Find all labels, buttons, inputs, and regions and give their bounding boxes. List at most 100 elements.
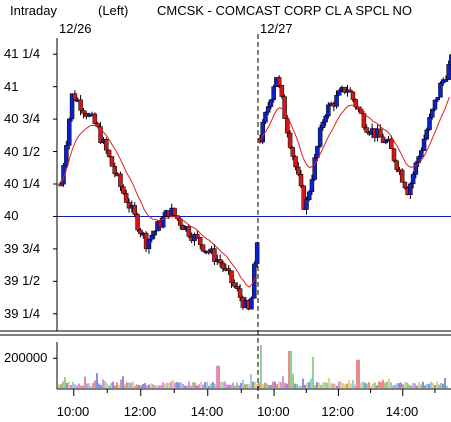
time-tick-label: 12:00	[123, 404, 157, 419]
candle-down	[380, 136, 386, 143]
price-tick-label: 39 3/4	[4, 240, 41, 256]
candle-down	[361, 113, 367, 128]
price-tick-label: 40 3/4	[4, 111, 41, 127]
candle-down	[226, 268, 231, 272]
candle-down	[301, 185, 306, 210]
candle-up	[410, 174, 416, 185]
candle-down	[298, 174, 304, 187]
candle-up	[309, 179, 315, 193]
candle-up	[337, 90, 342, 96]
candle-down	[378, 128, 383, 138]
candle-down	[287, 132, 293, 148]
candle-up	[160, 216, 166, 228]
candle-down	[217, 259, 223, 264]
candle-up	[323, 115, 328, 123]
candle-up	[69, 93, 75, 120]
candle-up	[320, 121, 326, 128]
candle-up	[443, 79, 449, 82]
candle-up	[435, 97, 440, 101]
candle-up	[254, 242, 260, 265]
candle-down	[123, 193, 129, 203]
candle-down	[195, 234, 200, 238]
price-tick-label: 41	[4, 78, 19, 94]
candle-down	[172, 207, 177, 216]
candle-down	[276, 77, 282, 86]
candle-down	[229, 270, 234, 284]
candle-down	[118, 173, 123, 187]
candle-up	[304, 199, 309, 210]
candle-up	[312, 157, 317, 180]
candle-down	[364, 127, 369, 133]
candle-down	[347, 89, 353, 93]
candle-down	[135, 214, 140, 231]
time-tick-label: 12:00	[321, 404, 354, 419]
candle-down	[399, 169, 405, 183]
candle-up	[306, 191, 312, 200]
price-tick-label: 41 1/4	[4, 46, 41, 62]
time-tick-label: 10:00	[257, 404, 290, 419]
candle-up	[419, 150, 424, 157]
volume-axis-tick-label: 200000	[4, 350, 48, 366]
candle-up	[427, 117, 432, 131]
candle-down	[388, 138, 394, 150]
candle-down	[132, 205, 137, 215]
candle-up	[416, 156, 421, 164]
moving-average-line	[58, 124, 256, 288]
candle-down	[212, 248, 217, 262]
candle-down	[200, 244, 206, 252]
candle-up	[146, 238, 152, 250]
candle-up	[315, 146, 320, 158]
candle-down	[81, 110, 86, 114]
candle-up	[438, 82, 443, 98]
candle-down	[58, 183, 63, 187]
candle-down	[285, 118, 290, 134]
candle-down	[234, 285, 240, 289]
candle-up	[260, 122, 265, 143]
price-tick-label: 40 1/2	[4, 143, 41, 159]
candle-up	[432, 99, 438, 110]
candle-up	[413, 162, 419, 175]
candle-down	[353, 99, 358, 108]
moving-average-line	[257, 96, 450, 169]
candle-up	[326, 104, 331, 117]
candle-down	[394, 160, 399, 170]
candle-up	[446, 64, 451, 80]
date-label: 12/27	[260, 21, 293, 36]
candle-up	[421, 138, 427, 151]
candle-down	[391, 148, 397, 162]
candle-down	[72, 93, 78, 101]
candle-down	[237, 288, 243, 298]
axis-side-label: (Left)	[98, 3, 129, 18]
candle-down	[220, 262, 226, 269]
price-tick-label: 40	[4, 208, 19, 224]
candle-up	[249, 297, 254, 310]
time-tick-label: 10:00	[56, 404, 90, 419]
candle-up	[271, 86, 276, 101]
candle-down	[293, 156, 298, 168]
price-tick-label: 39 1/4	[4, 305, 41, 321]
candle-down	[138, 229, 143, 234]
candle-down	[402, 181, 408, 189]
candle-down	[232, 282, 237, 287]
candle-down	[103, 139, 109, 151]
time-tick-label: 14:00	[385, 404, 419, 419]
candle-up	[263, 111, 268, 123]
candle-up	[268, 99, 274, 107]
candle-down	[98, 126, 103, 143]
mode-label: Intraday	[10, 3, 57, 18]
candle-up	[424, 129, 430, 140]
price-tick-label: 39 1/2	[4, 273, 41, 289]
candle-down	[92, 113, 98, 124]
candle-down	[78, 99, 83, 111]
candle-down	[109, 156, 115, 167]
candle-up	[64, 145, 69, 166]
candle-up	[252, 263, 257, 299]
candle-down	[290, 147, 296, 157]
candle-down	[106, 149, 112, 157]
candle-down	[197, 237, 203, 245]
candle-up	[61, 165, 66, 185]
candle-up	[66, 118, 72, 146]
price-tick-label: 40 1/4	[4, 176, 41, 191]
candle-down	[279, 85, 285, 97]
